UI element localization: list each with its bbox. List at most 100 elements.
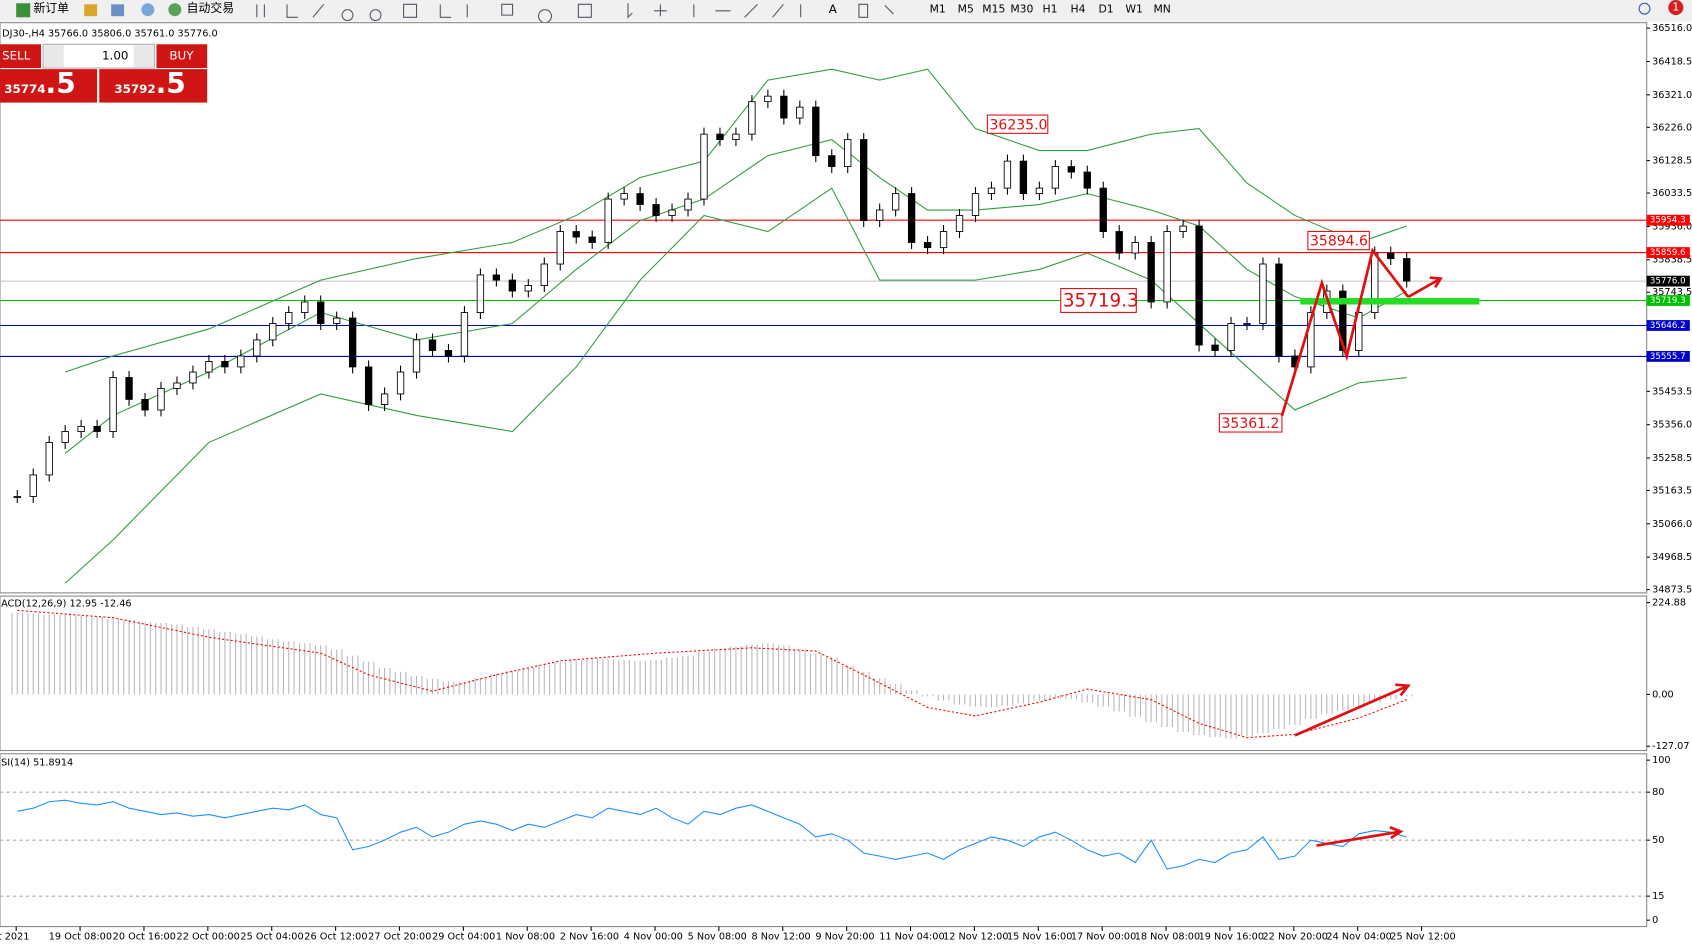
candle [732, 133, 740, 141]
ask-price: 35792.5 [114, 67, 185, 100]
y-tick-label: 34873.5 [1652, 585, 1692, 596]
tool-icons[interactable] [256, 3, 894, 24]
candle [1003, 160, 1012, 189]
candle [412, 339, 421, 373]
price-level-tag [1646, 295, 1690, 306]
candle [253, 339, 261, 357]
timeframe-button[interactable]: M30 [1010, 3, 1033, 16]
candle [285, 312, 293, 324]
lot-input[interactable] [42, 43, 155, 69]
candle [13, 496, 21, 498]
candle [524, 285, 532, 292]
auto-trading-button[interactable]: 自动交易 [187, 1, 234, 15]
candle [923, 242, 932, 249]
price-level-label: 35646.2 [1650, 321, 1686, 331]
tool-icon[interactable] [141, 3, 155, 17]
candle [987, 187, 996, 195]
plot: 36516.0 36418.5 36321.0 36226.0 36128.5 36033… [0, 23, 1692, 942]
candle [1099, 187, 1107, 232]
bollinger-upper [65, 68, 1407, 373]
tool-icon[interactable] [111, 4, 125, 17]
candle [780, 95, 788, 119]
y-tick-label: 224.88 [1652, 598, 1686, 609]
bid-main: 35774 [4, 82, 45, 96]
price-level-label: 35719.3 [1650, 296, 1686, 306]
y-tick-label: 36226.0 [1652, 122, 1692, 133]
timeframe-button[interactable]: W1 [1125, 3, 1143, 16]
macd-arrow [1294, 683, 1411, 737]
candle [620, 193, 628, 200]
sell-button[interactable] [0, 44, 42, 69]
timeframe-button[interactable]: M15 [982, 3, 1005, 16]
x-tick-label: 8 Nov 12:00 [751, 931, 810, 942]
timeframes: M1 M5 M15 M30 H1 H4 D1 W1 MN [930, 3, 1171, 16]
price-panel [0, 22, 1648, 594]
auto-trading-icon[interactable] [168, 3, 182, 17]
y-tick-label: 35066.0 [1652, 519, 1692, 530]
x-tick-label: 19 Nov 16:00 [1199, 931, 1264, 942]
x-tick-label: 26 Oct 12:00 [304, 931, 367, 942]
price-level-tag [1646, 275, 1690, 287]
buy-label[interactable]: BUY [169, 49, 194, 63]
x-tick-label: 22 Nov 20:00 [1263, 931, 1328, 942]
price-annotation-box [986, 114, 1049, 134]
y-tick-label: 80 [1652, 787, 1664, 798]
timeframe-button[interactable]: M1 [930, 3, 946, 16]
candle [604, 198, 612, 243]
candle [189, 371, 197, 384]
price-annotation: 35894.6 [1310, 234, 1368, 250]
buy-button[interactable] [156, 44, 208, 69]
y-tick-label: 36418.5 [1652, 56, 1692, 67]
toolbar-bg [0, 0, 1692, 22]
x-tick-label: 29 Oct 04:00 [432, 931, 495, 942]
timeframe-button[interactable]: M5 [958, 3, 974, 16]
notification-badge[interactable] [1668, 0, 1684, 16]
sell-label[interactable]: SELL [2, 49, 31, 63]
search-icon[interactable] [1638, 2, 1651, 15]
text-tool[interactable]: A [829, 2, 838, 16]
price-level-tag [1646, 214, 1690, 226]
y-tick-label: 50 [1652, 835, 1664, 846]
candle [1019, 160, 1028, 195]
lot-value[interactable]: 1.00 [102, 49, 128, 63]
tool-icon[interactable] [84, 4, 98, 17]
timeframe-button[interactable]: H1 [1042, 3, 1057, 16]
candle [333, 317, 341, 324]
timeframe-button[interactable]: D1 [1098, 3, 1113, 16]
x-tick-label: 24 Nov 04:00 [1326, 931, 1391, 942]
buy-price-box[interactable] [99, 69, 208, 103]
candle [844, 139, 852, 168]
x-tick-label: 17 Nov 00:00 [1071, 931, 1136, 942]
candle [860, 139, 868, 222]
new-order-icon[interactable] [16, 3, 31, 18]
candle [93, 425, 101, 432]
candle [796, 106, 804, 119]
candle [173, 382, 181, 389]
y-tick-label: 0 [1652, 915, 1658, 926]
candle [1227, 323, 1235, 351]
lot-down[interactable] [44, 45, 64, 67]
bid-pips: .5 [46, 67, 76, 100]
trend-arrow [1407, 276, 1443, 299]
price-level-tag [1646, 247, 1690, 258]
price-annotation-box [1218, 413, 1283, 433]
candle [652, 204, 660, 216]
y-tick-label: 34968.5 [1652, 552, 1692, 563]
x-tick-label: 18 Nov 08:00 [1135, 931, 1200, 942]
candle [380, 393, 389, 405]
y-tick-label: 35838.5 [1652, 255, 1692, 266]
lot-up[interactable] [133, 45, 154, 67]
sell-price-box[interactable] [0, 69, 98, 103]
candle [540, 263, 548, 286]
candle [668, 209, 676, 216]
candle [508, 279, 517, 292]
candle [1083, 171, 1091, 189]
candle [907, 193, 916, 243]
timeframe-button[interactable]: MN [1153, 3, 1170, 16]
candle [1275, 263, 1283, 357]
candle [396, 371, 405, 395]
new-order-button[interactable]: 新订单 [33, 1, 69, 15]
timeframe-button[interactable]: H4 [1071, 3, 1086, 16]
candle [636, 193, 644, 205]
